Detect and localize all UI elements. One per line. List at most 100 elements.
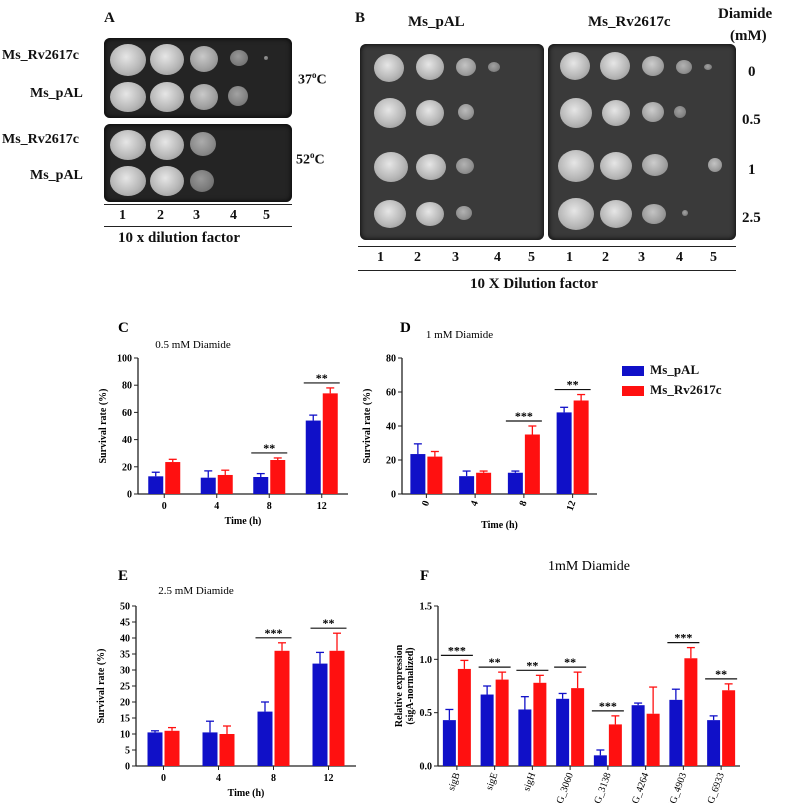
diamide-conc: 1 bbox=[748, 162, 756, 178]
x-tick-label: MSMEG_3138 bbox=[582, 771, 613, 803]
panel-b-label: B bbox=[355, 10, 366, 26]
bar bbox=[305, 420, 321, 494]
colony-spot bbox=[642, 102, 664, 122]
bar bbox=[707, 720, 721, 766]
bar bbox=[669, 699, 683, 766]
panel-b-dilution-tick: 5 bbox=[710, 250, 717, 265]
bar bbox=[722, 690, 736, 766]
bar bbox=[631, 705, 645, 766]
colony-spot bbox=[374, 200, 406, 228]
bar bbox=[164, 730, 180, 766]
diamide-conc: 2.5 bbox=[742, 210, 761, 226]
y-tick-label: 25 bbox=[120, 682, 130, 693]
x-tick-label: 8 bbox=[518, 499, 530, 507]
y-tick-label: 1.0 bbox=[420, 655, 433, 666]
colony-spot bbox=[602, 100, 630, 126]
y-tick-label: 0 bbox=[391, 490, 396, 501]
y-tick-label: 10 bbox=[120, 730, 130, 741]
diamide-unit: (mM) bbox=[730, 28, 767, 44]
bar bbox=[329, 650, 345, 766]
x-tick-label: 4 bbox=[214, 501, 219, 512]
colony-spot bbox=[374, 54, 404, 82]
x-tick-label: 4 bbox=[469, 499, 481, 507]
x-tick-label: 0 bbox=[162, 501, 167, 512]
x-tick-label: MSMEG_6933 bbox=[696, 771, 727, 803]
legend-label: Ms_Rv2617c bbox=[650, 382, 722, 397]
y-tick-label: 0 bbox=[127, 490, 132, 501]
colony-spot bbox=[560, 98, 592, 128]
bar bbox=[253, 477, 269, 494]
x-tick-label: 8 bbox=[267, 501, 272, 512]
significance-marker: *** bbox=[599, 699, 617, 713]
bar bbox=[270, 460, 286, 494]
bar bbox=[480, 694, 494, 766]
x-tick-label: sigH bbox=[521, 771, 538, 793]
bar bbox=[200, 477, 216, 494]
panel-a-label: A bbox=[104, 10, 115, 26]
y-tick-label: 1.5 bbox=[420, 602, 433, 613]
bar bbox=[147, 732, 163, 766]
y-tick-label: 40 bbox=[386, 422, 396, 433]
colony-spot bbox=[456, 158, 474, 174]
colony-spot bbox=[600, 200, 632, 228]
degree-sup: o bbox=[310, 150, 315, 160]
colony-spot bbox=[642, 204, 666, 224]
colony-spot bbox=[416, 154, 446, 180]
bar bbox=[518, 709, 532, 766]
bar bbox=[257, 711, 273, 766]
x-tick-label: sigE bbox=[484, 771, 500, 791]
bar bbox=[322, 393, 338, 494]
significance-marker: ** bbox=[316, 371, 328, 385]
x-tick-label: 0 bbox=[420, 499, 432, 507]
panel-b-dilution-tick: 3 bbox=[638, 250, 645, 265]
colony-spot bbox=[708, 158, 722, 172]
y-tick-label: 40 bbox=[122, 435, 132, 446]
panel-a-row-label: Ms_pAL bbox=[30, 168, 83, 183]
panel-b-dilution-tick: 4 bbox=[676, 250, 683, 265]
y-tick-label: 35 bbox=[120, 650, 130, 661]
bar bbox=[507, 472, 523, 494]
colony-spot bbox=[110, 130, 146, 160]
bar bbox=[524, 434, 540, 494]
colony-spot bbox=[642, 56, 664, 76]
chart-title: 1 mM Diamide bbox=[426, 329, 493, 341]
panel-b-strain-label: Ms_Rv2617c bbox=[588, 14, 671, 30]
bar bbox=[442, 720, 456, 766]
y-tick-label: 15 bbox=[120, 714, 130, 725]
bar bbox=[148, 476, 164, 494]
x-axis-label: Time (h) bbox=[225, 516, 262, 527]
panel-b-dilution-tick: 2 bbox=[414, 250, 421, 265]
temperature-label-52: 52oC bbox=[296, 150, 325, 169]
bar bbox=[495, 679, 509, 766]
bar bbox=[217, 474, 233, 494]
colony-spot bbox=[230, 50, 248, 66]
colony-spot bbox=[110, 82, 146, 112]
y-tick-label: 0 bbox=[125, 762, 130, 773]
panel-label: E bbox=[118, 568, 128, 584]
colony-spot bbox=[150, 44, 184, 75]
panel-b-dilution-tick: 2 bbox=[602, 250, 609, 265]
bar bbox=[459, 476, 475, 494]
degree-sup: o bbox=[312, 70, 317, 80]
significance-marker: ** bbox=[526, 658, 538, 672]
significance-marker: *** bbox=[265, 626, 283, 640]
panel-a-dilution-tick: 3 bbox=[193, 208, 200, 223]
y-tick-label: 5 bbox=[125, 746, 130, 757]
significance-marker: *** bbox=[674, 631, 692, 645]
diamide-conc: 0 bbox=[748, 64, 756, 80]
significance-marker: ** bbox=[489, 655, 501, 669]
significance-marker: ** bbox=[564, 655, 576, 669]
y-axis-label: Relative expression bbox=[394, 644, 405, 727]
temperature-unit: C bbox=[314, 152, 325, 168]
colony-spot bbox=[456, 58, 476, 76]
x-tick-label: 12 bbox=[324, 773, 334, 784]
colony-spot bbox=[264, 56, 268, 60]
y-axis-label: Survival rate (%) bbox=[98, 389, 109, 464]
colony-spot bbox=[558, 150, 594, 182]
panel-b-dilution-tick: 4 bbox=[494, 250, 501, 265]
x-tick-label: 0 bbox=[161, 773, 166, 784]
panel-a-plate-52 bbox=[104, 124, 292, 202]
legend-label: Ms_pAL bbox=[650, 362, 700, 377]
legend-swatch bbox=[622, 386, 644, 396]
colony-spot bbox=[416, 100, 444, 126]
